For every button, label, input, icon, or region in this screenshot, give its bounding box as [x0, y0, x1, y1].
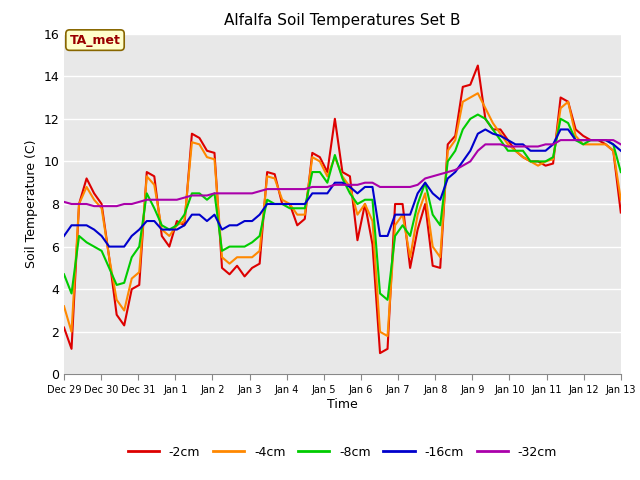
-16cm	[106, 244, 113, 250]
-4cm	[617, 197, 625, 203]
-2cm	[497, 127, 504, 132]
-32cm	[572, 137, 579, 143]
-4cm	[474, 90, 482, 96]
-8cm	[106, 265, 113, 271]
-4cm	[497, 131, 504, 137]
-16cm	[534, 148, 542, 154]
-32cm	[113, 203, 120, 209]
Y-axis label: Soil Temperature (C): Soil Temperature (C)	[25, 140, 38, 268]
-32cm	[489, 142, 497, 147]
-4cm	[511, 148, 519, 154]
-32cm	[504, 144, 512, 149]
-4cm	[534, 163, 542, 168]
-2cm	[60, 324, 68, 330]
-16cm	[519, 142, 527, 147]
-2cm	[511, 148, 519, 154]
Line: -8cm: -8cm	[64, 115, 621, 300]
-4cm	[106, 254, 113, 260]
-8cm	[617, 169, 625, 175]
-32cm	[617, 142, 625, 147]
-4cm	[519, 154, 527, 160]
-2cm	[617, 210, 625, 216]
-32cm	[60, 199, 68, 205]
-2cm	[106, 254, 113, 260]
-2cm	[474, 63, 482, 69]
-32cm	[90, 203, 98, 209]
-16cm	[481, 127, 489, 132]
-4cm	[384, 333, 392, 339]
Line: -2cm: -2cm	[64, 66, 621, 353]
X-axis label: Time: Time	[327, 397, 358, 410]
-8cm	[497, 137, 504, 143]
Title: Alfalfa Soil Temperatures Set B: Alfalfa Soil Temperatures Set B	[224, 13, 461, 28]
-32cm	[511, 144, 519, 149]
-16cm	[617, 148, 625, 154]
-4cm	[60, 303, 68, 309]
-8cm	[534, 158, 542, 164]
-8cm	[474, 112, 482, 118]
-8cm	[384, 297, 392, 303]
-16cm	[497, 133, 504, 139]
-2cm	[519, 154, 527, 160]
-4cm	[572, 133, 579, 139]
Text: TA_met: TA_met	[70, 34, 120, 47]
-8cm	[572, 137, 579, 143]
-32cm	[557, 137, 564, 143]
-16cm	[60, 233, 68, 239]
Line: -32cm: -32cm	[64, 140, 621, 206]
-2cm	[534, 158, 542, 164]
-2cm	[376, 350, 384, 356]
-2cm	[572, 127, 579, 132]
-8cm	[511, 148, 519, 154]
-8cm	[519, 148, 527, 154]
Legend: -2cm, -4cm, -8cm, -16cm, -32cm: -2cm, -4cm, -8cm, -16cm, -32cm	[123, 441, 562, 464]
-8cm	[60, 271, 68, 277]
Line: -16cm: -16cm	[64, 130, 621, 247]
-32cm	[527, 144, 534, 149]
-16cm	[113, 244, 120, 250]
Line: -4cm: -4cm	[64, 93, 621, 336]
-16cm	[511, 142, 519, 147]
-16cm	[572, 137, 579, 143]
